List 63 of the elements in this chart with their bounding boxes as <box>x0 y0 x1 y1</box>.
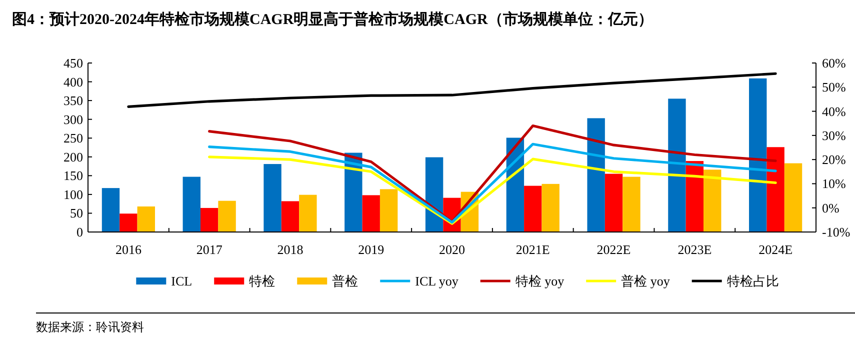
bar <box>264 164 282 232</box>
bar <box>749 78 767 232</box>
bar <box>281 201 300 232</box>
y-tick-label: 450 <box>64 56 83 70</box>
bar <box>686 161 704 232</box>
y2-tick-label: 0% <box>822 200 840 216</box>
line-series <box>208 124 777 223</box>
y-tick-label: 250 <box>64 130 83 146</box>
y-tick-label: 50 <box>70 206 83 221</box>
bar <box>362 195 380 232</box>
source-note: 数据来源：聆讯资料 <box>36 320 144 334</box>
bar <box>524 186 542 232</box>
x-tick-label: 2024E <box>758 242 793 257</box>
legend-label: ICL yoy <box>415 274 459 288</box>
y-tick-label: 200 <box>64 149 83 164</box>
y2-tick-label: 40% <box>822 104 846 119</box>
legend-label: 特检占比 <box>726 274 779 288</box>
y-tick-label: 300 <box>64 112 83 127</box>
legend-label: 普检 yoy <box>621 274 670 288</box>
bar <box>622 176 640 232</box>
y2-tick-label: 50% <box>822 80 846 95</box>
chart-title: 图4：预计2020-2024年特检市场规模CAGR明显高于普检市场规模CAGR（市场规模单位：亿元） <box>12 10 653 28</box>
y-tick-label: 150 <box>64 168 83 184</box>
x-tick-label: 2020 <box>439 242 465 257</box>
bar <box>137 206 155 232</box>
y2-tick-label: -10% <box>822 224 850 240</box>
line-series <box>127 72 777 108</box>
y-tick-label: 350 <box>64 93 83 108</box>
x-tick-label: 2019 <box>358 242 384 257</box>
legend-label: 特检 yoy <box>515 274 565 288</box>
bar <box>542 184 560 232</box>
y2-tick-label: 20% <box>822 152 846 168</box>
legend-label: 普检 <box>332 274 358 288</box>
y2-tick-label: 60% <box>822 56 846 70</box>
bar <box>102 188 120 232</box>
y-tick-label: 100 <box>64 186 83 202</box>
legend-label: ICL <box>171 274 192 288</box>
bar <box>668 98 686 232</box>
x-tick-label: 2022E <box>596 242 631 257</box>
line-series <box>208 156 777 225</box>
bar <box>218 200 236 232</box>
y-tick-label: 0 <box>76 224 83 240</box>
legend-label: 特检 <box>249 274 276 288</box>
bar <box>120 214 138 232</box>
bar <box>766 147 784 232</box>
line-series <box>208 142 777 224</box>
y2-tick-label: 10% <box>822 176 846 192</box>
x-tick-label: 2021E <box>516 242 550 257</box>
bar <box>704 170 722 232</box>
y-tick-label: 400 <box>64 74 83 90</box>
bar <box>344 152 362 232</box>
x-tick-label: 2016 <box>115 242 142 257</box>
bar <box>784 163 802 232</box>
bar <box>182 176 200 232</box>
bar <box>380 189 398 232</box>
x-tick-label: 2018 <box>277 242 304 257</box>
bar <box>200 208 218 232</box>
bar <box>299 194 317 232</box>
y2-tick-label: 30% <box>822 128 846 143</box>
x-tick-label: 2017 <box>196 242 223 257</box>
bar <box>604 174 623 232</box>
x-tick-label: 2023E <box>678 242 712 257</box>
bar <box>587 118 605 232</box>
